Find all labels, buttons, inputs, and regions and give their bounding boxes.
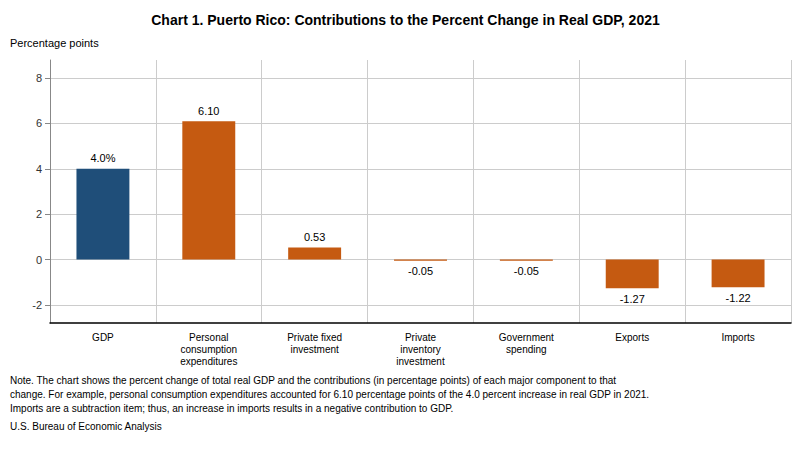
svg-text:consumption: consumption xyxy=(180,344,237,355)
svg-text:Personal: Personal xyxy=(189,332,228,343)
svg-text:4.0%: 4.0% xyxy=(90,152,115,164)
svg-text:Private: Private xyxy=(405,332,437,343)
svg-text:6: 6 xyxy=(36,117,42,129)
svg-text:0: 0 xyxy=(36,254,42,266)
svg-text:spending: spending xyxy=(506,344,547,355)
svg-text:-0.05: -0.05 xyxy=(514,265,539,277)
svg-text:expenditures: expenditures xyxy=(180,356,237,367)
svg-text:Imports: Imports xyxy=(721,332,754,343)
svg-text:Government: Government xyxy=(499,332,554,343)
svg-text:6.10: 6.10 xyxy=(198,105,219,117)
svg-text:2: 2 xyxy=(36,208,42,220)
svg-text:inventory: inventory xyxy=(400,344,441,355)
svg-text:-0.05: -0.05 xyxy=(408,265,433,277)
svg-text:4: 4 xyxy=(36,163,42,175)
svg-text:Percentage points: Percentage points xyxy=(10,37,99,49)
svg-text:Note. The chart shows the perc: Note. The chart shows the percent change… xyxy=(10,375,616,386)
svg-text:change. For example, personal: change. For example, personal consumptio… xyxy=(10,389,649,400)
svg-text:Private fixed: Private fixed xyxy=(287,332,342,343)
svg-text:-1.27: -1.27 xyxy=(620,293,645,305)
svg-text:Exports: Exports xyxy=(615,332,649,343)
svg-text:8: 8 xyxy=(36,72,42,84)
svg-text:Chart 1. Puerto Rico: Contribu: Chart 1. Puerto Rico: Contributions to t… xyxy=(151,12,660,28)
svg-text:Imports are a subtraction item: Imports are a subtraction item; thus, an… xyxy=(10,403,453,414)
svg-text:investment: investment xyxy=(396,356,445,367)
svg-text:investment: investment xyxy=(290,344,339,355)
svg-text:U.S. Bureau of Economic Analys: U.S. Bureau of Economic Analysis xyxy=(10,421,162,432)
svg-text:0.53: 0.53 xyxy=(304,231,325,243)
svg-text:-1.22: -1.22 xyxy=(726,292,751,304)
svg-text:-2: -2 xyxy=(32,299,42,311)
svg-text:GDP: GDP xyxy=(92,332,114,343)
